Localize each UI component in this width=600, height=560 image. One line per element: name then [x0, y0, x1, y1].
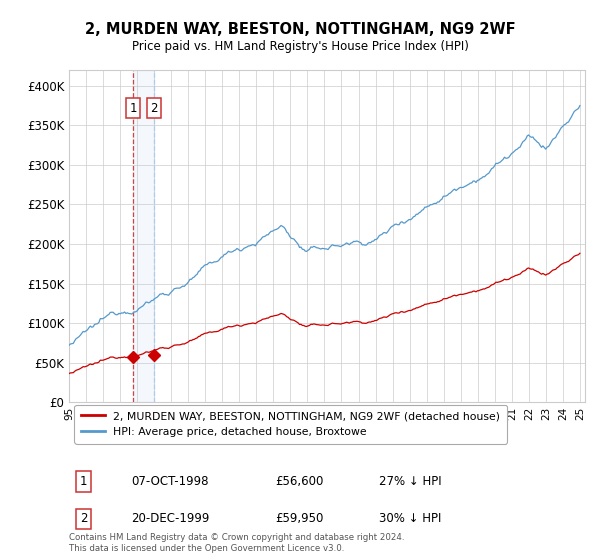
Text: 20-DEC-1999: 20-DEC-1999 — [131, 512, 209, 525]
Text: Contains HM Land Registry data © Crown copyright and database right 2024.
This d: Contains HM Land Registry data © Crown c… — [69, 533, 404, 553]
Text: £56,600: £56,600 — [275, 475, 324, 488]
Legend: 2, MURDEN WAY, BEESTON, NOTTINGHAM, NG9 2WF (detached house), HPI: Average price: 2, MURDEN WAY, BEESTON, NOTTINGHAM, NG9 … — [74, 405, 507, 444]
Text: 27% ↓ HPI: 27% ↓ HPI — [379, 475, 441, 488]
Text: 2: 2 — [80, 512, 87, 525]
Text: 07-OCT-1998: 07-OCT-1998 — [131, 475, 208, 488]
Bar — [133, 70, 154, 402]
Text: Price paid vs. HM Land Registry's House Price Index (HPI): Price paid vs. HM Land Registry's House … — [131, 40, 469, 53]
Text: 2, MURDEN WAY, BEESTON, NOTTINGHAM, NG9 2WF: 2, MURDEN WAY, BEESTON, NOTTINGHAM, NG9 … — [85, 22, 515, 38]
Text: 30% ↓ HPI: 30% ↓ HPI — [379, 512, 441, 525]
Text: 2: 2 — [150, 102, 157, 115]
Text: 1: 1 — [130, 102, 137, 115]
Text: 1: 1 — [80, 475, 87, 488]
Text: £59,950: £59,950 — [275, 512, 324, 525]
